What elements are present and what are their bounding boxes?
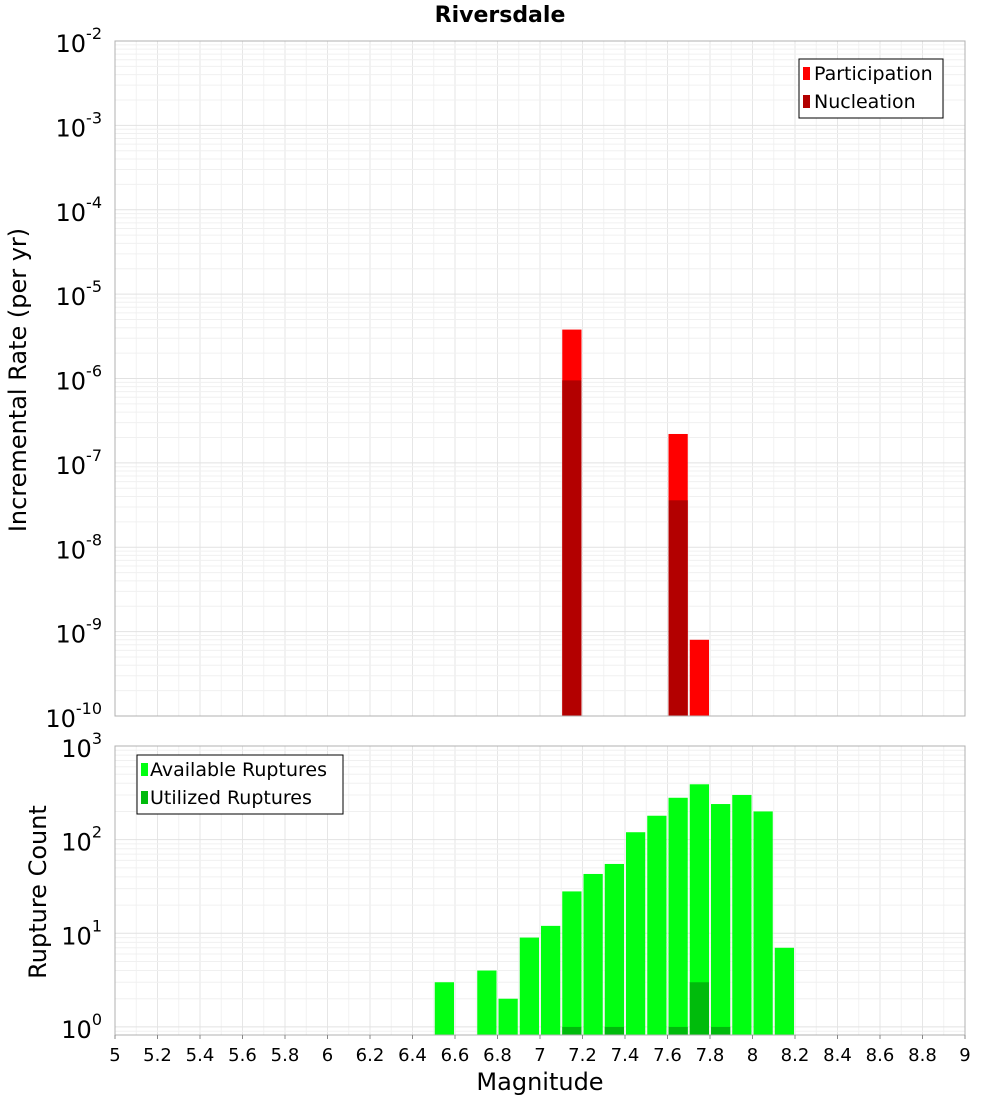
- bar-available-ruptures: [562, 891, 582, 1035]
- bar-available-ruptures: [434, 982, 454, 1035]
- count-bars: [434, 784, 794, 1035]
- x-tick-label: 8.2: [781, 1045, 810, 1066]
- x-tick-label: 8.8: [908, 1045, 937, 1066]
- x-tick-label: 5.4: [186, 1045, 215, 1066]
- count-y-tick-label: 100: [61, 1010, 102, 1044]
- bar-nucleation: [668, 500, 688, 716]
- bar-nucleation: [562, 380, 582, 716]
- rate-y-tick-label: 10-3: [56, 108, 103, 142]
- rate-y-axis-label: Incremental Rate (per yr): [4, 228, 32, 532]
- rate-y-tick-label: 10-4: [56, 193, 103, 227]
- x-tick-label: 8.4: [823, 1045, 852, 1066]
- rate-y-tick-label: 10-8: [56, 530, 103, 564]
- x-tick-label: 6.8: [483, 1045, 512, 1066]
- legend-swatch-nucleation: [803, 95, 810, 108]
- count-legend-box: [136, 754, 344, 815]
- rate-plot-frame: [114, 40, 966, 717]
- x-axis-label: Magnitude: [476, 1068, 603, 1096]
- count-y-tick-label: 102: [61, 823, 102, 857]
- count-y-tick-label: 101: [61, 916, 102, 950]
- x-tick-label: 9: [959, 1045, 970, 1066]
- rate-legend: Participation Nucleation: [798, 58, 944, 119]
- rate-y-ticks: 10-10 10-9 10-8 10-7 10-6 10-5 10-4 10-3 10-2: [45, 24, 102, 733]
- bar-available-ruptures: [753, 811, 773, 1035]
- x-tick-label: 6.2: [356, 1045, 385, 1066]
- x-tick-label: 7.4: [611, 1045, 640, 1066]
- count-y-axis-label: Rupture Count: [24, 805, 52, 979]
- bar-available-ruptures: [689, 784, 709, 1035]
- legend-label-utilized-ruptures: Utilized Ruptures: [150, 787, 312, 809]
- rate-y-tick-label: 10-10: [45, 699, 102, 733]
- x-tick-label: 7: [534, 1045, 545, 1066]
- bar-available-ruptures: [498, 998, 518, 1035]
- bar-available-ruptures: [519, 937, 539, 1035]
- legend-swatch-utilized-ruptures: [141, 791, 148, 804]
- count-y-ticks: 100 101 102 103: [61, 729, 102, 1044]
- count-panel: 100 101 102 103 5 5.2 5.4 5.6 5.8 6 6.2 6.4 6.6 6.8 7…: [24, 729, 971, 1096]
- chart-title: Riversdale: [435, 3, 566, 28]
- legend-label-participation: Participation: [814, 63, 933, 85]
- legend-swatch-available-ruptures: [141, 763, 148, 776]
- x-tick-label: 6.6: [441, 1045, 470, 1066]
- count-legend: Available Ruptures Utilized Ruptures: [136, 754, 344, 815]
- rate-y-tick-label: 10-2: [56, 24, 103, 58]
- bar-utilized-ruptures: [711, 1026, 731, 1035]
- x-tick-label: 6: [322, 1045, 333, 1066]
- rate-y-tick-label: 10-9: [56, 615, 103, 649]
- bar-available-ruptures: [626, 832, 646, 1035]
- x-tick-label: 5.6: [228, 1045, 257, 1066]
- bar-available-ruptures: [541, 925, 561, 1035]
- x-tick-label: 7.8: [696, 1045, 725, 1066]
- bar-utilized-ruptures: [668, 1026, 688, 1035]
- bar-available-ruptures: [732, 794, 752, 1035]
- bar-utilized-ruptures: [689, 982, 709, 1035]
- bar-available-ruptures: [647, 815, 667, 1035]
- x-tick-label: 6.4: [398, 1045, 427, 1066]
- bar-utilized-ruptures: [562, 1026, 582, 1035]
- rate-bars: [562, 329, 709, 716]
- count-x-ticks: 5 5.2 5.4 5.6 5.8 6 6.2 6.4 6.6 6.8 7 7.2 7.4 7.6 7.8 8…: [109, 1035, 971, 1066]
- bar-available-ruptures: [583, 873, 603, 1035]
- rate-y-tick-label: 10-6: [56, 362, 103, 396]
- bar-available-ruptures: [711, 804, 731, 1035]
- bar-available-ruptures: [604, 863, 624, 1035]
- legend-swatch-participation: [803, 67, 810, 80]
- rate-y-tick-label: 10-7: [56, 446, 103, 480]
- bar-utilized-ruptures: [604, 1026, 624, 1035]
- x-tick-label: 7.2: [568, 1045, 597, 1066]
- rate-y-tick-label: 10-5: [56, 277, 103, 311]
- bar-participation: [689, 639, 709, 716]
- bar-available-ruptures: [668, 797, 688, 1035]
- rate-gridlines: [114, 40, 966, 717]
- x-tick-label: 7.6: [653, 1045, 682, 1066]
- x-tick-label: 5: [109, 1045, 120, 1066]
- count-y-tick-label: 103: [61, 729, 102, 763]
- legend-label-nucleation: Nucleation: [814, 91, 916, 113]
- rate-legend-box: [798, 58, 944, 119]
- legend-label-available-ruptures: Available Ruptures: [150, 759, 327, 781]
- x-tick-label: 8: [747, 1045, 758, 1066]
- bar-available-ruptures: [477, 970, 497, 1035]
- rate-panel: 10-10 10-9 10-8 10-7 10-6 10-5 10-4 10-3 10-2 In…: [4, 24, 966, 733]
- bar-available-ruptures: [774, 947, 794, 1035]
- x-tick-label: 5.8: [271, 1045, 300, 1066]
- x-tick-label: 8.6: [866, 1045, 895, 1066]
- x-tick-label: 5.2: [143, 1045, 172, 1066]
